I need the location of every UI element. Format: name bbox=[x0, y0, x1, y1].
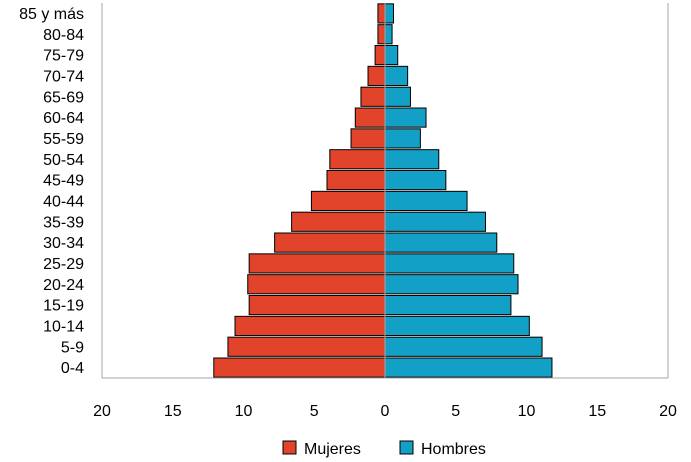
y-tick-label-30-34: 30-34 bbox=[43, 235, 84, 252]
y-tick-label-80-84: 80-84 bbox=[43, 27, 84, 44]
y-tick-label-85-y-mas: 85 y más bbox=[19, 6, 84, 23]
x-tick-label-6: 10 bbox=[518, 403, 536, 420]
bar-mujeres-5-9 bbox=[227, 336, 386, 357]
bar-mujeres-30-34 bbox=[274, 232, 386, 253]
bar-mujeres-35-39 bbox=[291, 211, 386, 232]
y-tick-label-40-44: 40-44 bbox=[43, 193, 84, 210]
y-tick-label-20-24: 20-24 bbox=[43, 277, 84, 294]
legend-label-hombres: Hombres bbox=[421, 441, 486, 458]
bar-hombres-35-39 bbox=[384, 211, 486, 232]
bar-hombres-85-y-mas bbox=[384, 3, 394, 24]
bar-mujeres-50-54 bbox=[329, 149, 386, 170]
x-tick-label-5: 5 bbox=[451, 403, 460, 420]
bar-mujeres-60-64 bbox=[354, 107, 386, 128]
bar-hombres-70-74 bbox=[384, 65, 409, 87]
y-axis-tick-labels: 85 y más 80-84 75-79 70-74 65-69 60-64 55-59 50… bbox=[19, 6, 84, 377]
bar-hombres-0-4 bbox=[384, 357, 553, 378]
y-tick-label-25-29: 25-29 bbox=[43, 256, 84, 273]
x-axis-tick-labels: 20 15 10 5 0 5 10 15 20 bbox=[93, 403, 677, 420]
bar-mujeres-85-y-mas bbox=[377, 3, 386, 24]
legend-swatch-mujeres bbox=[282, 440, 297, 455]
bar-mujeres-45-49 bbox=[326, 170, 386, 191]
bar-mujeres-20-24 bbox=[247, 274, 386, 295]
bar-hombres-10-14 bbox=[384, 315, 530, 337]
y-tick-label-5-9: 5-9 bbox=[61, 339, 84, 356]
y-tick-label-60-64: 60-64 bbox=[43, 110, 84, 127]
bar-mujeres-65-69 bbox=[360, 86, 386, 107]
y-tick-label-75-79: 75-79 bbox=[43, 48, 84, 65]
bar-hombres-45-49 bbox=[384, 170, 447, 191]
bar-mujeres-25-29 bbox=[248, 253, 386, 274]
y-tick-label-70-74: 70-74 bbox=[43, 68, 84, 85]
bar-hombres-20-24 bbox=[384, 274, 519, 295]
bar-hombres-40-44 bbox=[384, 190, 468, 211]
y-tick-label-45-49: 45-49 bbox=[43, 173, 84, 190]
legend-swatch-hombres bbox=[399, 440, 414, 455]
bar-hombres-30-34 bbox=[384, 232, 498, 253]
bar-hombres-80-84 bbox=[384, 24, 393, 45]
bar-hombres-50-54 bbox=[384, 149, 440, 170]
y-tick-label-15-19: 15-19 bbox=[43, 298, 84, 315]
bar-mujeres-40-44 bbox=[310, 190, 386, 211]
bars-group bbox=[213, 3, 553, 378]
bar-hombres-65-69 bbox=[384, 86, 411, 107]
bar-mujeres-80-84 bbox=[377, 24, 386, 45]
bar-hombres-60-64 bbox=[384, 107, 427, 128]
bar-hombres-15-19 bbox=[384, 295, 512, 316]
y-tick-label-10-14: 10-14 bbox=[43, 318, 84, 335]
x-tick-label-7: 15 bbox=[588, 403, 606, 420]
x-tick-label-0: 20 bbox=[93, 403, 111, 420]
bar-mujeres-70-74 bbox=[367, 65, 386, 87]
y-tick-label-50-54: 50-54 bbox=[43, 152, 84, 169]
bar-mujeres-75-79 bbox=[374, 45, 386, 66]
bar-mujeres-0-4 bbox=[213, 357, 386, 378]
bar-mujeres-55-59 bbox=[350, 128, 386, 149]
bar-hombres-25-29 bbox=[384, 253, 515, 274]
x-tick-label-3: 5 bbox=[310, 403, 319, 420]
x-tick-label-1: 15 bbox=[164, 403, 182, 420]
bar-mujeres-15-19 bbox=[248, 295, 386, 316]
y-tick-label-35-39: 35-39 bbox=[43, 214, 84, 231]
y-tick-label-65-69: 65-69 bbox=[43, 89, 84, 106]
bar-hombres-5-9 bbox=[384, 336, 543, 357]
bar-mujeres-10-14 bbox=[234, 315, 386, 337]
legend-label-mujeres: Mujeres bbox=[304, 441, 361, 458]
x-tick-label-2: 10 bbox=[235, 403, 253, 420]
y-tick-label-0-4: 0-4 bbox=[61, 360, 84, 377]
legend: Mujeres Hombres bbox=[282, 440, 486, 458]
x-tick-label-4: 0 bbox=[381, 403, 390, 420]
x-tick-label-8: 20 bbox=[659, 403, 677, 420]
y-tick-label-55-59: 55-59 bbox=[43, 131, 84, 148]
bar-hombres-75-79 bbox=[384, 45, 399, 66]
bar-hombres-55-59 bbox=[384, 128, 421, 149]
